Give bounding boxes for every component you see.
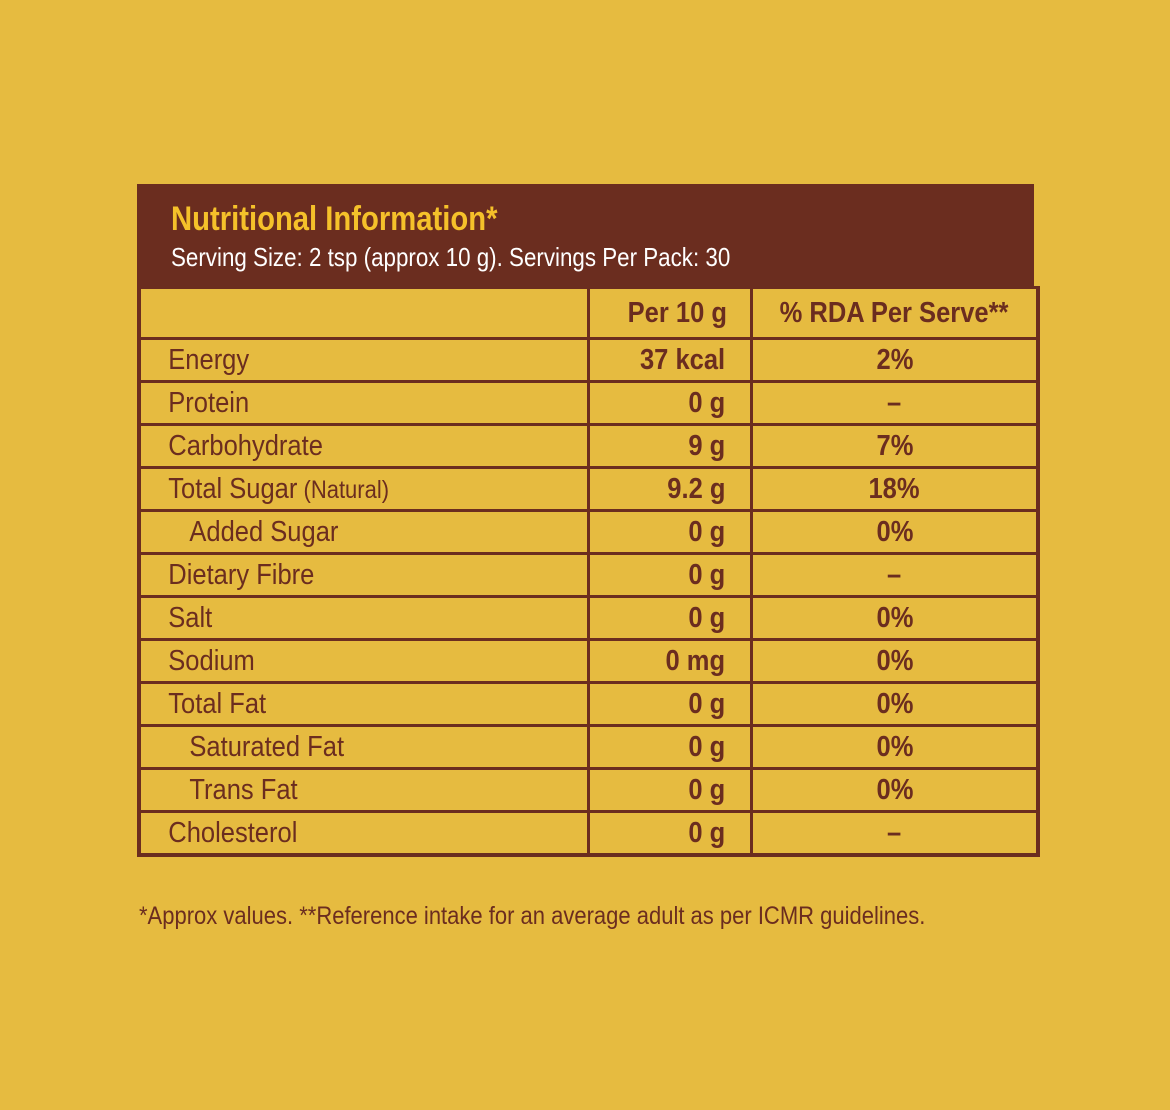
nutrition-table: Per 10 g % RDA Per Serve** Energy 37 kcal… — [137, 286, 1040, 857]
per-10g-value: 0 g — [587, 552, 753, 598]
rda-value: – — [750, 552, 1040, 598]
rda-value: 7% — [750, 423, 1040, 469]
per-10g-value: 0 g — [587, 810, 753, 857]
rda-value: 0% — [750, 724, 1040, 770]
rda-value: 0% — [750, 767, 1040, 813]
per-10g-value: 0 g — [587, 767, 753, 813]
table-row: Saturated Fat 0 g 0% — [137, 724, 1040, 770]
per-10g-value: 9 g — [587, 423, 753, 469]
nutrient-name: Carbohydrate — [137, 423, 590, 469]
per-10g-value: 0 g — [587, 724, 753, 770]
table-row: Dietary Fibre 0 g – — [137, 552, 1040, 598]
footnote: *Approx values. **Reference intake for a… — [139, 902, 926, 930]
table-row: Cholesterol 0 g – — [137, 810, 1040, 857]
rda-value: 0% — [750, 509, 1040, 555]
per-10g-value: 0 g — [587, 509, 753, 555]
nutrient-name: Cholesterol — [137, 810, 590, 857]
rda-value: 2% — [750, 337, 1040, 383]
rda-value: – — [750, 380, 1040, 426]
table-row: Added Sugar 0 g 0% — [137, 509, 1040, 555]
per-10g-value: 0 g — [587, 595, 753, 641]
table-row: Salt 0 g 0% — [137, 595, 1040, 641]
nutrient-name: Trans Fat — [137, 767, 590, 813]
table-row: Carbohydrate 9 g 7% — [137, 423, 1040, 469]
nutrient-name: Energy — [137, 337, 590, 383]
nutrient-name: Added Sugar — [137, 509, 590, 555]
table-row: Total Fat 0 g 0% — [137, 681, 1040, 727]
table-row: Total Sugar (Natural) 9.2 g 18% — [137, 466, 1040, 512]
nutrient-name: Salt — [137, 595, 590, 641]
rda-value: 18% — [750, 466, 1040, 512]
per-10g-value: 0 g — [587, 681, 753, 727]
column-header-rda: % RDA Per Serve** — [750, 286, 1040, 340]
table-header-row: Per 10 g % RDA Per Serve** — [137, 286, 1040, 340]
nutrition-panel: Nutritional Information* Serving Size: 2… — [137, 184, 1040, 857]
nutrition-header: Nutritional Information* Serving Size: 2… — [137, 184, 1034, 286]
per-10g-value: 0 mg — [587, 638, 753, 684]
nutrient-note: (Natural) — [297, 475, 390, 504]
nutrient-name: Dietary Fibre — [137, 552, 590, 598]
per-10g-value: 9.2 g — [587, 466, 753, 512]
table-row: Sodium 0 mg 0% — [137, 638, 1040, 684]
nutrition-title: Nutritional Information* — [171, 200, 498, 238]
nutrient-name: Protein — [137, 380, 590, 426]
per-10g-value: 0 g — [587, 380, 753, 426]
rda-value: 0% — [750, 638, 1040, 684]
table-row: Trans Fat 0 g 0% — [137, 767, 1040, 813]
rda-value: 0% — [750, 681, 1040, 727]
column-header-nutrient — [137, 286, 590, 340]
nutrient-name: Total Fat — [137, 681, 590, 727]
rda-value: – — [750, 810, 1040, 857]
nutrient-name: Saturated Fat — [137, 724, 590, 770]
nutrient-name: Total Sugar (Natural) — [137, 466, 590, 512]
per-10g-value: 37 kcal — [587, 337, 753, 383]
rda-value: 0% — [750, 595, 1040, 641]
column-header-per-10g: Per 10 g — [587, 286, 753, 340]
nutrient-name: Sodium — [137, 638, 590, 684]
serving-size-text: Serving Size: 2 tsp (approx 10 g). Servi… — [171, 242, 731, 272]
table-row: Energy 37 kcal 2% — [137, 337, 1040, 383]
table-row: Protein 0 g – — [137, 380, 1040, 426]
